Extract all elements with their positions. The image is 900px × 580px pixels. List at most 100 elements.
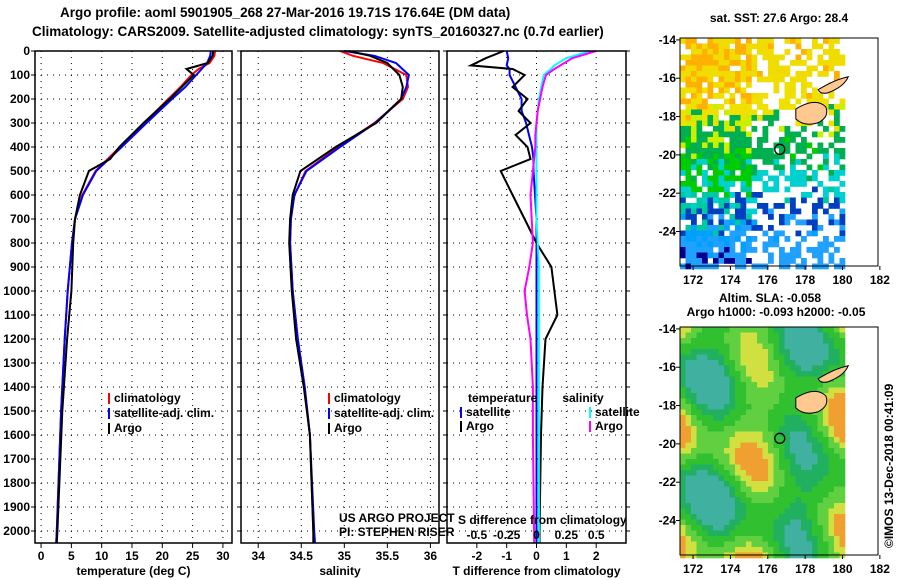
map-cell xyxy=(784,360,791,366)
map-cell xyxy=(696,54,703,61)
map-cell xyxy=(812,338,818,344)
map-cell xyxy=(691,137,697,143)
map-cell xyxy=(839,343,846,350)
map-cell xyxy=(718,398,725,405)
y-tick-label: 900 xyxy=(10,260,30,274)
map-cell xyxy=(702,109,708,116)
map-cell xyxy=(773,497,780,504)
map-cell xyxy=(779,420,785,427)
map-cell xyxy=(828,360,835,366)
map-cell xyxy=(713,38,719,44)
map-cell xyxy=(768,376,774,383)
map-cell xyxy=(740,225,747,231)
map-cell xyxy=(729,126,736,132)
map-cell xyxy=(795,43,802,50)
map-cell xyxy=(729,481,736,487)
map-cell xyxy=(685,365,692,372)
map-cell xyxy=(740,104,747,110)
map-cell xyxy=(691,159,697,165)
map-cell xyxy=(839,541,846,548)
map-cell xyxy=(757,153,763,160)
map-cell xyxy=(707,387,714,394)
map-cell xyxy=(823,338,829,344)
map-cell xyxy=(691,60,697,66)
map-cell xyxy=(779,338,785,344)
map-cell xyxy=(713,448,719,454)
y-tick-label: 1400 xyxy=(3,380,30,394)
legend-label: satellite xyxy=(466,405,511,419)
map-cell xyxy=(768,241,774,248)
map-cell xyxy=(790,343,796,350)
map-cell xyxy=(757,387,763,394)
map-cell xyxy=(839,225,846,231)
map-cell xyxy=(685,181,692,187)
map-cell xyxy=(817,60,824,66)
map-cell xyxy=(806,49,813,55)
map-cell xyxy=(790,387,796,394)
map-cell xyxy=(757,332,763,339)
map-cell xyxy=(834,186,840,193)
map-cell xyxy=(828,338,835,344)
map-cell xyxy=(839,442,846,449)
map-cell xyxy=(691,219,697,226)
map-cell xyxy=(817,519,824,526)
map-cell xyxy=(768,159,774,165)
map-cell xyxy=(790,354,796,361)
map-cell xyxy=(839,497,846,504)
map-cell xyxy=(685,415,692,421)
map-cell xyxy=(746,360,752,366)
map-cell xyxy=(746,437,752,443)
map-cell xyxy=(713,393,719,399)
map-cell xyxy=(806,536,813,542)
map-cell xyxy=(729,247,736,253)
map-cell xyxy=(713,376,719,383)
map-cell xyxy=(696,519,703,526)
map-cell xyxy=(751,525,758,531)
map-cell xyxy=(746,530,752,537)
map-cell xyxy=(757,525,763,531)
map-cell xyxy=(828,343,835,350)
x-tick-label: 176 xyxy=(758,562,778,576)
map-cell xyxy=(718,382,725,388)
map-cell xyxy=(724,49,730,55)
map-cell xyxy=(702,514,708,520)
map-cell xyxy=(702,76,708,83)
title-line1: Argo profile: aoml 5901905_268 27-Mar-20… xyxy=(60,5,510,20)
map-cell xyxy=(702,530,708,537)
map-cell xyxy=(680,415,686,421)
map-cell xyxy=(801,332,807,339)
map-cell xyxy=(713,225,719,231)
legend-label: Argo xyxy=(595,419,623,433)
map-cell xyxy=(762,382,769,388)
map-cell xyxy=(746,371,752,377)
map-cell xyxy=(834,486,840,493)
map-cell xyxy=(773,164,780,171)
map-cell xyxy=(724,164,730,171)
map-cell xyxy=(773,541,780,548)
map-cell xyxy=(828,142,835,149)
map-cell xyxy=(773,343,780,350)
map-cell xyxy=(768,536,774,542)
map-cell xyxy=(768,225,774,231)
map-cell xyxy=(746,131,752,138)
map-cell xyxy=(724,71,730,77)
map-cell xyxy=(790,82,796,88)
map-cell xyxy=(702,547,708,553)
map-cell xyxy=(729,93,736,99)
map-cell xyxy=(795,541,802,548)
map-cell xyxy=(702,219,708,226)
sla-map-subtitle: Argo h1000: -0.093 h2000: -0.05 xyxy=(687,305,866,319)
map-cell xyxy=(696,393,703,399)
y-tick-label: 100 xyxy=(10,68,30,82)
map-cell xyxy=(839,170,846,176)
map-cell xyxy=(828,203,835,209)
map-cell xyxy=(784,426,791,432)
map-cell xyxy=(724,338,730,344)
map-cell xyxy=(828,131,835,138)
map-cell xyxy=(839,60,846,66)
map-cell xyxy=(685,497,692,504)
map-cell xyxy=(806,475,813,482)
map-cell xyxy=(762,159,769,165)
map-cell xyxy=(696,481,703,487)
map-cell xyxy=(691,448,697,454)
